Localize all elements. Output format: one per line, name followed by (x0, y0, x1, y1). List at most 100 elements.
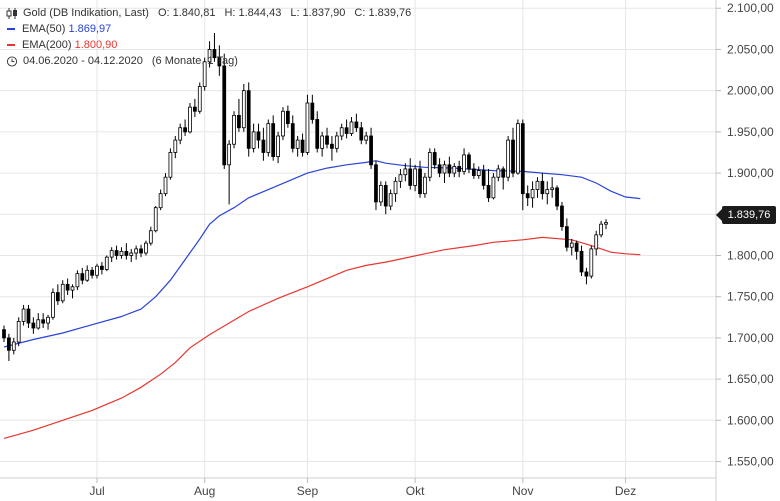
candle (109, 247, 114, 263)
candle (388, 189, 393, 211)
candle (594, 230, 599, 256)
candle (31, 317, 36, 334)
candle-body (173, 139, 178, 153)
x-tick-label: Dez (615, 484, 636, 498)
candle (564, 218, 569, 252)
candle-body (65, 283, 70, 291)
candle-body (432, 152, 437, 166)
candle-body (516, 123, 520, 174)
candle-body (75, 273, 80, 288)
candle-body (423, 176, 427, 195)
candle (222, 53, 227, 169)
candle (560, 201, 564, 231)
candle-body (525, 193, 530, 199)
candle (604, 219, 608, 230)
candle-body (403, 168, 408, 176)
candle (599, 220, 603, 238)
candle (168, 148, 173, 180)
candle (300, 133, 305, 157)
candle-body (471, 168, 476, 176)
time-axis: Jul Aug Sep Okt Nov Dez (89, 478, 636, 498)
candle-body (26, 308, 31, 324)
y-tick-label: 1.550,00 (727, 455, 774, 469)
candle-body (413, 168, 417, 186)
candle-body (339, 127, 344, 137)
candle (129, 248, 134, 263)
candle (364, 131, 369, 145)
candle-body (462, 154, 466, 172)
candle-body (119, 250, 124, 256)
candle (525, 185, 530, 207)
candle (418, 160, 422, 198)
candle (476, 166, 481, 179)
candle (2, 325, 6, 343)
candle-body (501, 168, 506, 178)
candle-body (369, 135, 373, 166)
candle (354, 113, 359, 132)
candle-body (408, 168, 413, 186)
candle-body (241, 90, 246, 129)
candle (540, 173, 545, 200)
candle-body (589, 248, 594, 277)
candle-body (295, 139, 300, 149)
candle (70, 284, 75, 299)
candle (437, 158, 442, 178)
candle-body (95, 265, 99, 276)
x-tick-label: Sep (297, 484, 319, 498)
period-label: (6 Monate, 1 Tag) (151, 55, 238, 67)
candle-body (315, 119, 320, 149)
candle-body (481, 170, 486, 186)
candle (423, 173, 427, 198)
candle-body (114, 250, 119, 256)
candle (383, 181, 388, 215)
candle (584, 267, 589, 285)
candle-body (550, 187, 555, 190)
chart-legend: Gold (DB Indikation, Last) O: 1.840,81 H… (6, 5, 411, 69)
candle-body (276, 135, 280, 157)
last-price-tag: 1.839,76 (716, 206, 776, 224)
candle-body (2, 329, 6, 339)
candle (212, 32, 217, 62)
y-tick-label: 2.000,00 (727, 84, 774, 98)
candle (256, 123, 261, 149)
candle-body (109, 250, 114, 258)
candle (398, 168, 403, 188)
candle-body (535, 180, 540, 190)
candle (139, 244, 143, 258)
candle-body (144, 242, 148, 254)
candle (241, 84, 246, 132)
candle-body (383, 185, 388, 207)
candle-body (100, 265, 104, 270)
candle (471, 163, 476, 179)
candle-body (457, 166, 462, 172)
candle (545, 181, 550, 205)
candle-body (11, 341, 16, 351)
candle (65, 278, 70, 296)
ema50-label: EMA(50) (22, 23, 66, 35)
candle (589, 245, 594, 279)
candle (178, 123, 183, 145)
candle-body (51, 292, 55, 318)
candle-body (560, 205, 564, 228)
candle (41, 313, 46, 329)
instrument-name: Gold (DB Indikation, Last) (23, 7, 149, 19)
candle-body (530, 189, 535, 199)
y-tick-label: 1.900,00 (727, 166, 774, 180)
candle-body (46, 316, 50, 324)
candle-body (129, 252, 134, 256)
ema50-line (3, 160, 641, 348)
candle-body (574, 242, 579, 252)
candle (100, 262, 104, 275)
y-tick-label: 1.700,00 (727, 331, 774, 345)
candle (104, 255, 109, 272)
candle (197, 82, 202, 114)
candle (217, 45, 222, 76)
candle-body (202, 61, 207, 87)
candle-body (193, 106, 197, 112)
candle-body (36, 319, 41, 329)
candle (295, 135, 300, 157)
candle-body (163, 176, 168, 195)
candle-body (261, 139, 266, 153)
candle-body (256, 131, 261, 141)
candle-body (437, 164, 442, 174)
